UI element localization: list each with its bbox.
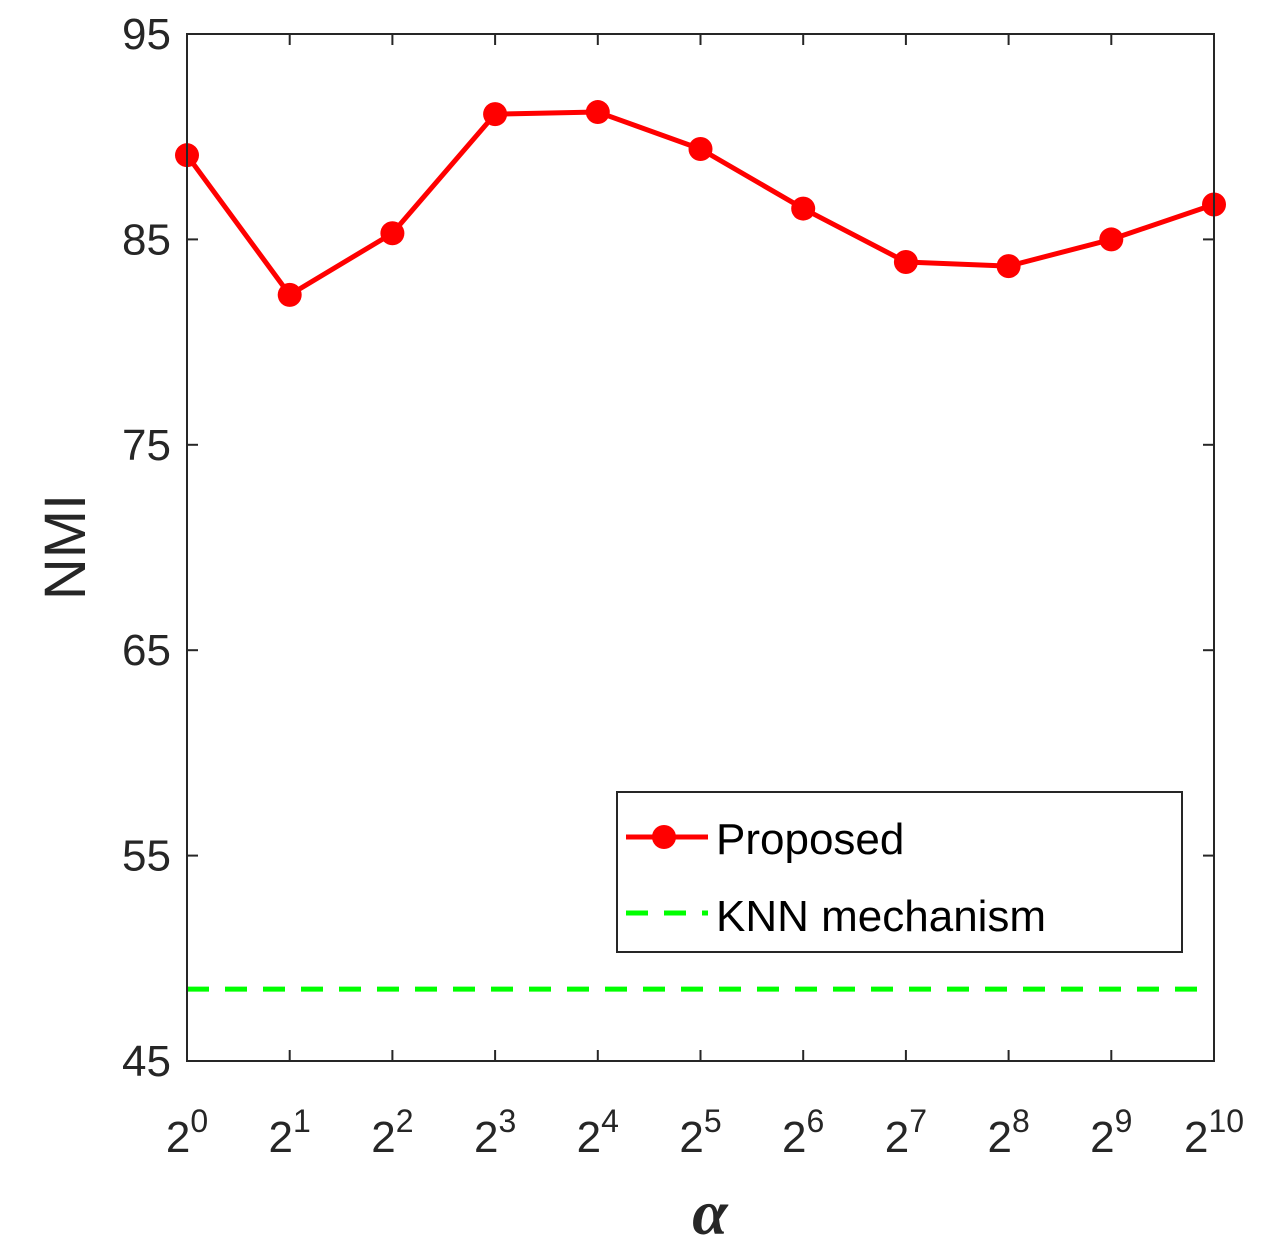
y-tick-label: 45 [122,1037,171,1086]
y-axis-title: NMI [33,494,98,600]
x-tick-label: 26 [782,1103,824,1162]
series-proposed-point [585,100,610,125]
legend-proposed-label: Proposed [716,815,904,864]
legend-proposed-marker-swatch [652,825,676,849]
x-tick-label: 29 [1090,1103,1132,1162]
series-proposed-point [893,249,918,274]
x-tick-label: 20 [166,1103,208,1162]
y-tick-label: 75 [122,421,171,470]
y-tick-label: 85 [122,215,171,264]
x-tick-label: 22 [371,1103,413,1162]
series-proposed-point [380,221,405,246]
series-proposed-point [996,254,1021,279]
x-tick-labels: 20 21 22 23 24 25 26 27 28 29 210 [166,1103,1244,1162]
x-tick-label: 24 [577,1103,619,1162]
series-proposed-point [1099,227,1124,252]
legend-box [616,791,1183,953]
series-proposed-point [688,137,713,162]
plot-area-frame [186,33,1215,1062]
x-tick-label: 23 [474,1103,516,1162]
y-tick-label: 95 [122,10,171,59]
x-tick-label: 25 [679,1103,721,1162]
x-tick-label: 210 [1184,1103,1244,1162]
x-tick-label: 28 [987,1103,1029,1162]
x-axis-title: α [692,1177,729,1248]
legend-knn-label: KNN mechanism [716,892,1046,941]
series-proposed-point [277,282,302,307]
legend: Proposed KNN mechanism [616,791,1183,953]
x-tick-label: 27 [885,1103,927,1162]
y-tick-label: 55 [122,832,171,881]
series-proposed-point [791,196,816,221]
y-tick-labels: 45 55 65 75 85 95 [122,10,171,1086]
y-tick-label: 65 [122,626,171,675]
x-tick-label: 21 [269,1103,311,1162]
series-proposed-point [483,102,508,127]
